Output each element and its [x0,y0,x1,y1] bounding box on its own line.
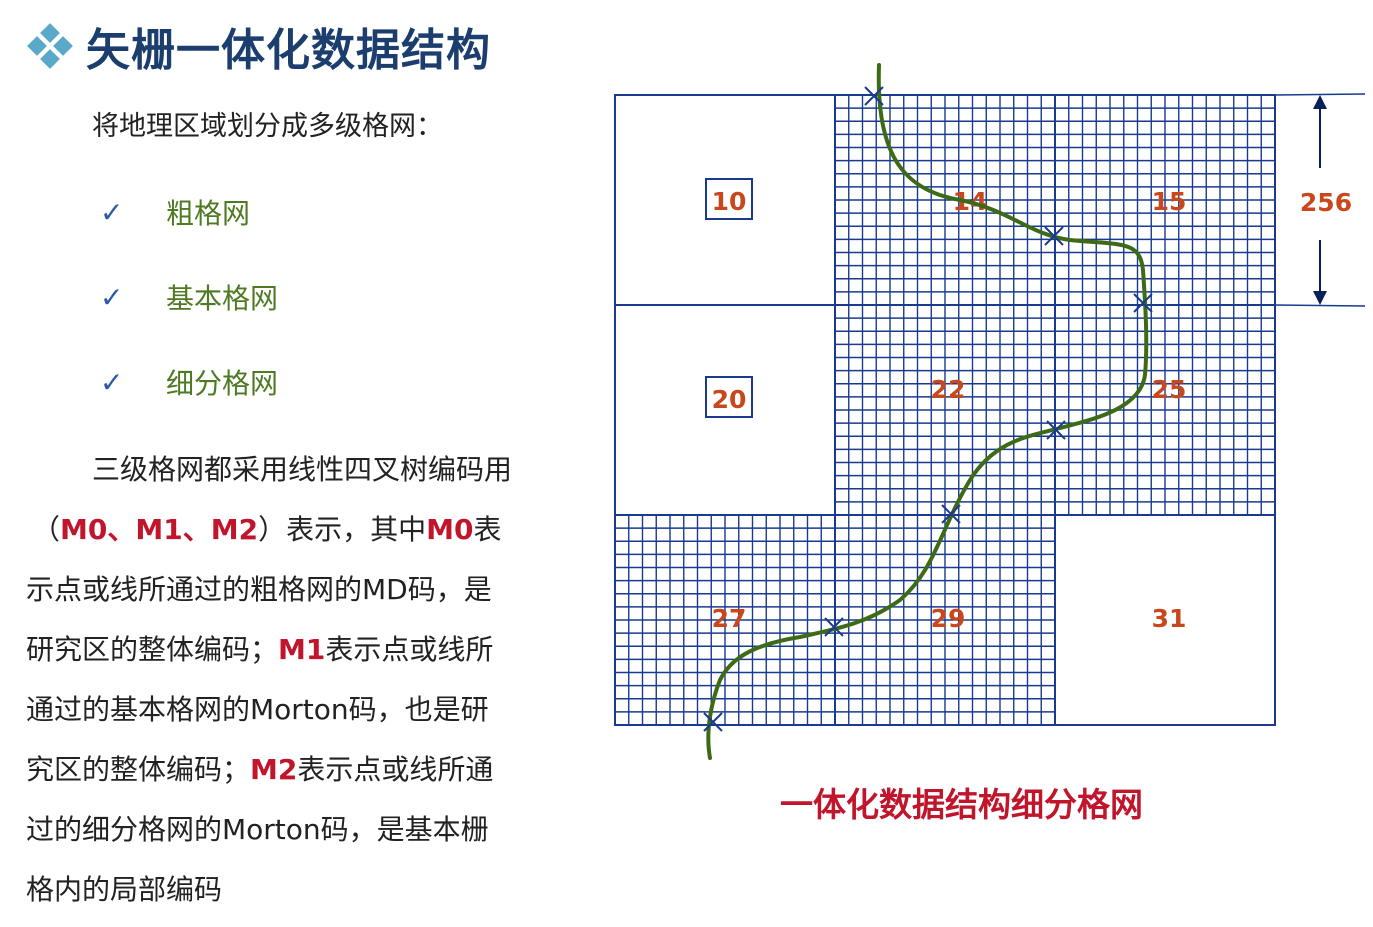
cell-label: 20 [712,385,747,414]
cell-label: 22 [931,375,966,404]
paragraph-text: 研究区的整体编码； [26,633,279,666]
paragraph-line: 示点或线所通过的粗格网的MD码，是 [26,560,596,620]
paragraph-text: 示点或线所通过的粗格网的MD码，是 [26,573,492,606]
line-feature-curve [706,63,1149,760]
intersection-marker-icon [1044,226,1064,246]
intersection-marker-icon [864,86,884,106]
dimension-extension-line [1274,304,1366,307]
check-icon: ✓ [100,365,124,399]
intersection-marker-icon [1046,420,1066,440]
intersection-marker-icon [824,617,844,637]
diagram-caption: 一体化数据结构细分格网 [780,785,1143,824]
check-icon: ✓ [100,280,124,314]
cell-label: 27 [712,604,747,633]
dimension-extension-line [1274,93,1366,96]
arrow-up-icon [1313,95,1327,109]
level-label: 粗格网 [166,197,251,230]
level-label: 细分格网 [166,367,279,400]
level-label: 基本格网 [166,282,279,315]
label-box [705,376,753,418]
paragraph-text: 格内的局部编码 [26,873,223,906]
intersection-marker-icon [941,504,961,524]
paragraph-text: 表示点或线所 [325,633,494,666]
intro-text: 将地理区域划分成多级格网： [92,111,443,142]
paragraph-text: （ [32,513,61,546]
cell-label: 10 [712,187,747,216]
intersection-marker-icon [1133,293,1153,313]
highlight-code: M0 [426,513,474,546]
paragraph-text: 表示点或线所通 [297,753,494,786]
paragraph-line: 究区的整体编码；M2表示点或线所通 [26,740,596,800]
cell-label: 15 [1152,187,1187,216]
label-box [705,178,753,220]
paragraph-text: 究区的整体编码； [26,753,251,786]
paragraph-line: 格内的局部编码 [26,860,596,920]
dimension-label: 256 [1300,188,1352,217]
paragraph-line: 通过的基本格网的Morton码，也是研 [26,680,596,740]
paragraph-text: 通过的基本格网的Morton码，也是研 [26,693,489,726]
page-title: 矢栅一体化数据结构 [86,25,491,76]
intersection-marker-icon [703,712,723,732]
paragraph-text: 三级格网都采用线性四叉树编码用 [92,453,513,486]
grid-cell [1054,514,1276,726]
cell-label: 31 [1152,604,1187,633]
paragraph-text: ）表示，其中 [258,513,427,546]
paragraph-line: 三级格网都采用线性四叉树编码用 [26,440,596,500]
cell-label: 25 [1152,375,1187,404]
level-item-coarse: ✓ 粗格网 [100,192,250,232]
check-icon: ✓ [100,195,124,229]
highlight-code: M1 [278,633,326,666]
description-paragraph: 三级格网都采用线性四叉树编码用 （M0、M1、M2）表示，其中M0表 示点或线所通过… [26,440,596,920]
paragraph-line: 过的细分格网的Morton码，是基本栅 [26,800,596,860]
cell-label: 29 [931,604,966,633]
paragraph-text: 表 [473,513,502,546]
level-item-basic: ✓ 基本格网 [100,277,278,317]
paragraph-line: （M0、M1、M2）表示，其中M0表 [32,500,596,560]
highlight-code: M2 [250,753,298,786]
arrow-down-icon [1313,291,1327,305]
paragraph-text: 过的细分格网的Morton码，是基本栅 [26,813,489,846]
level-item-fine: ✓ 细分格网 [100,362,278,402]
highlight-code: M0、M1、M2 [60,513,259,546]
paragraph-line: 研究区的整体编码；M1表示点或线所 [26,620,596,680]
title-row: 矢栅一体化数据结构 [27,14,491,78]
